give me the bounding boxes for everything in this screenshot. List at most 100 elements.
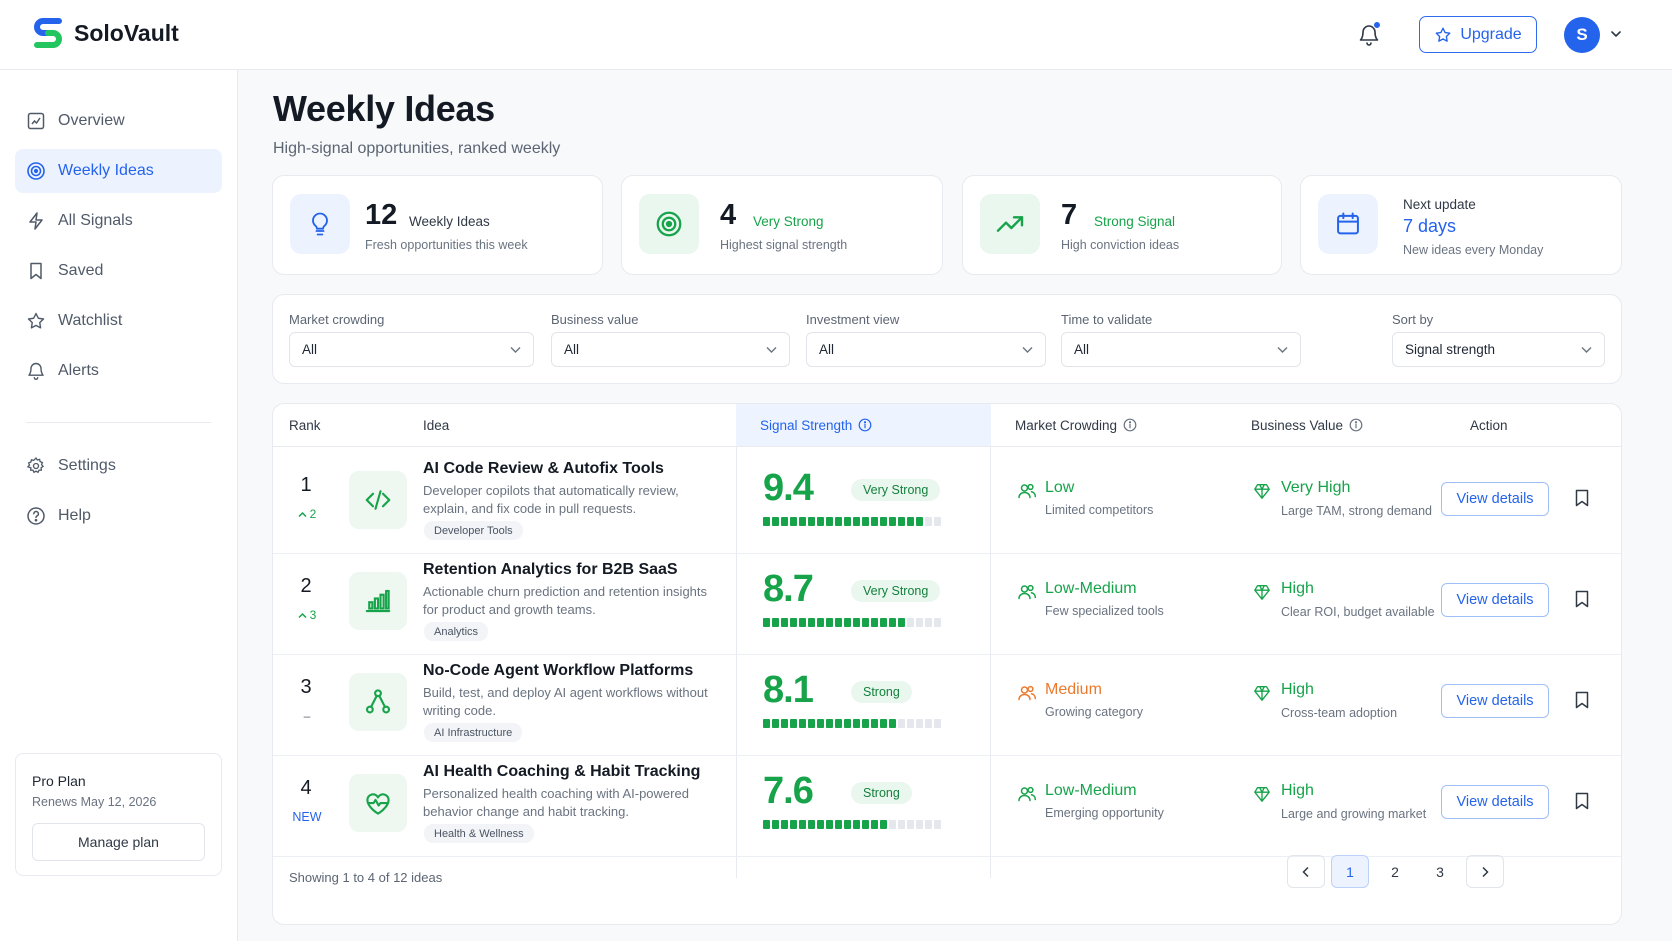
sidebar-item-watchlist[interactable]: Watchlist [15,299,222,343]
table-row[interactable]: 1 2 AI Code Review & Autofix Tools Devel… [273,447,1621,554]
page-button-1[interactable]: 1 [1331,855,1369,888]
page-button-2[interactable]: 2 [1391,863,1399,880]
signal-bar-segment [880,719,887,728]
target-icon [27,162,45,180]
prev-page-button[interactable] [1287,855,1325,888]
info-icon[interactable] [858,418,872,432]
signal-bar-segment [772,820,779,829]
category-tag: Health & Wellness [424,824,534,843]
chevron-right-icon [1482,866,1489,877]
bookmark-icon [30,262,42,280]
signal-bar-segment [871,820,878,829]
view-details-button[interactable]: View details [1441,684,1549,718]
code-icon [349,471,407,529]
chevron-down-icon [1581,347,1592,353]
signal-bar-segment [817,719,824,728]
column-header-market-crowding[interactable]: Market Crowding [1015,404,1137,446]
crowding-description: Limited competitors [1045,503,1154,517]
signal-bar [763,820,941,829]
sidebar-item-overview[interactable]: Overview [15,99,222,143]
sidebar-item-settings[interactable]: Settings [15,444,222,488]
next-page-button[interactable] [1466,855,1504,888]
column-header-business-value[interactable]: Business Value [1251,404,1363,446]
info-icon[interactable] [1349,418,1363,432]
time-to-validate-select[interactable]: All [1061,332,1301,367]
gear-icon [26,457,45,474]
avatar[interactable]: S [1564,17,1600,53]
signal-bar-segment [853,820,860,829]
table-row[interactable]: 3 – No-Code Agent Workflow Platforms Bui… [273,649,1621,756]
manage-plan-button[interactable]: Manage plan [32,823,205,861]
business-value-select[interactable]: All [551,332,790,367]
idea-title[interactable]: Retention Analytics for B2B SaaS [423,561,678,578]
idea-title[interactable]: No-Code Agent Workflow Platforms [423,662,694,679]
rank-change-value: 2 [309,507,317,521]
showing-count: Showing 1 to 4 of 12 ideas [289,870,443,885]
signal-bar-segment [826,517,833,526]
bookmark-icon[interactable] [1574,489,1590,507]
info-icon[interactable] [1123,418,1137,432]
signal-bar-segment [925,618,932,627]
signal-bar-segment [871,517,878,526]
plan-renewal: Renews May 12, 2026 [32,795,157,809]
bolt-icon [29,212,43,230]
view-details-button[interactable]: View details [1441,785,1549,819]
notifications-button[interactable] [1352,18,1386,52]
signal-bar-segment [844,517,851,526]
rank-change: – [303,709,311,723]
plan-card: Pro Plan Renews May 12, 2026 Manage plan [15,753,222,876]
stat-card-next-update: Next update 7 days New ideas every Monda… [1300,175,1622,275]
logo[interactable]: SoloVault [32,15,179,51]
stat-value: 7 [1061,199,1078,231]
bookmark-icon[interactable] [1574,691,1590,709]
chevron-down-icon[interactable] [1608,26,1624,42]
stat-card-very-strong: 4 Very Strong Highest signal strength [621,175,943,275]
view-details-button[interactable]: View details [1441,583,1549,617]
stat-label: Strong Signal [1094,214,1176,229]
signal-bar-segment [907,517,914,526]
signal-bar-segment [835,517,842,526]
signal-bar-segment [763,719,770,728]
sort-by-select[interactable]: Signal strength [1392,332,1605,367]
signal-bar-segment [862,517,869,526]
page-button-3[interactable]: 3 [1436,863,1444,880]
table-row[interactable]: 4 NEW AI Health Coaching & Habit Trackin… [273,750,1621,857]
bookmark-icon[interactable] [1574,792,1590,810]
strength-badge: Strong [851,782,912,804]
upgrade-button[interactable]: Upgrade [1419,16,1537,53]
signal-bar-segment [790,820,797,829]
rank-number: 1 [300,474,312,496]
signal-bar-segment [907,618,914,627]
idea-title[interactable]: AI Health Coaching & Habit Tracking [423,763,701,780]
chevron-down-icon [510,347,521,353]
signal-bar-segment [925,517,932,526]
signal-bar-segment [817,517,824,526]
column-header-signal-strength[interactable]: Signal Strength [736,404,991,446]
signal-bar-segment [826,820,833,829]
plan-name: Pro Plan [32,773,86,789]
filter-label: Sort by [1392,312,1434,327]
category-tag: AI Infrastructure [424,723,523,742]
signal-bar-segment [790,618,797,627]
view-details-button[interactable]: View details [1441,482,1549,516]
diamond-icon [1254,585,1270,600]
idea-title[interactable]: AI Code Review & Autofix Tools [423,460,664,477]
table-row[interactable]: 2 3 Retention Analytics for B2B SaaS Act… [273,548,1621,655]
bookmark-icon[interactable] [1574,590,1590,608]
sidebar-item-help[interactable]: Help [15,494,222,538]
signal-bar-segment [844,820,851,829]
signal-bar-segment [934,820,941,829]
sidebar-item-label: All Signals [58,212,133,229]
investment-view-select[interactable]: All [806,332,1046,367]
sidebar-item-saved[interactable]: Saved [15,249,222,293]
signal-bar-segment [889,820,896,829]
crowding-level: Low-Medium [1045,580,1137,597]
help-icon [27,507,45,525]
sidebar-item-all-signals[interactable]: All Signals [15,199,222,243]
market-crowding-select[interactable]: All [289,332,534,367]
stat-value: 12 [365,199,398,231]
sidebar-item-alerts[interactable]: Alerts [15,349,222,393]
value-level: High [1281,782,1314,799]
select-value: All [564,342,580,357]
sidebar-item-weekly-ideas[interactable]: Weekly Ideas [15,149,222,193]
